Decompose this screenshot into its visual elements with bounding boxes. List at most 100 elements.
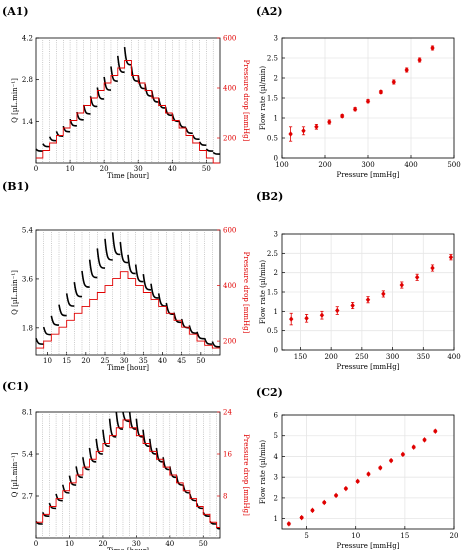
y-axis-label: Q [µL.min⁻¹] — [11, 78, 19, 123]
pressure-staircase — [36, 271, 220, 349]
data-point — [378, 89, 384, 95]
y-axis-label: Q [µL.min⁻¹] — [11, 270, 19, 315]
y-tick-label: 1 — [274, 308, 278, 316]
flow-trace-segment — [55, 493, 63, 502]
flow-trace-segment — [211, 341, 221, 348]
y-tick-label: 5.4 — [22, 227, 34, 235]
x-tick-label: 200 — [324, 353, 337, 361]
flow-trace-segment — [103, 76, 111, 91]
data-point — [400, 451, 406, 458]
y-tick-label: 8.1 — [22, 409, 33, 417]
flow-trace-segment — [35, 148, 43, 152]
data-point — [388, 457, 394, 464]
flow-trace-segment — [198, 141, 207, 146]
data-point — [381, 291, 386, 297]
y-tick-label: 0.5 — [267, 135, 278, 143]
x-axis-label: Time [hour] — [107, 547, 149, 550]
flow-trace-segment — [196, 331, 205, 340]
data-point — [365, 296, 371, 303]
flow-trace-segment — [127, 254, 136, 275]
flow-trace-segment — [111, 232, 121, 256]
y-tick-label: 4 — [274, 453, 279, 461]
x-tick-label: 10 — [66, 165, 75, 173]
x-tick-label: 30 — [134, 165, 143, 173]
flow-trace-segment — [48, 502, 57, 510]
flow-trace-segment — [164, 106, 173, 117]
flow-trace-segment — [189, 493, 197, 502]
data-point — [319, 312, 325, 319]
flow-trace-segment — [178, 120, 186, 129]
x-axis-label: Time [hour] — [107, 364, 149, 372]
flow-trace-segment — [88, 259, 98, 279]
x-tick-label: 50 — [196, 357, 205, 365]
y-tick-label: 6 — [274, 412, 279, 420]
flow-trace-segment — [142, 274, 152, 291]
y-tick-label: 1.5 — [267, 289, 278, 297]
data-point — [304, 315, 309, 322]
y-tick-label: 2 — [274, 494, 278, 502]
x-tick-label: 150 — [294, 353, 307, 361]
panel-label: (C2) — [256, 386, 283, 399]
y-tick-label: 3 — [274, 35, 278, 43]
x-tick-label: 15 — [400, 532, 409, 540]
y-tick-label: 3.6 — [22, 275, 34, 283]
x-tick-label: 25 — [101, 357, 110, 365]
y2-tick-label: 600 — [223, 227, 236, 235]
plot-frame — [35, 37, 221, 164]
x-axis-label: Time [hour] — [107, 172, 149, 180]
data-point — [391, 79, 396, 85]
y2-tick-label: 8 — [223, 493, 227, 501]
y-axis-label: Q [µL.min⁻¹] — [11, 452, 19, 497]
flow-trace-segment — [88, 447, 97, 463]
flow-trace-segment — [134, 264, 144, 283]
flow-trace-segment — [58, 304, 67, 317]
y-tick-label: 0 — [274, 347, 278, 355]
flow-trace-segment — [35, 338, 44, 345]
flow-trace-segment — [75, 466, 83, 479]
flow-trace-segment — [81, 270, 90, 288]
data-point — [322, 499, 327, 506]
panel-label: (A2) — [256, 5, 283, 18]
flow-trace-segment — [96, 248, 106, 269]
y2-tick-label: 24 — [223, 409, 232, 417]
flow-trace-segment — [203, 338, 213, 345]
plot-frame — [35, 411, 221, 539]
pressure-staircase — [36, 60, 220, 164]
y2-tick-label: 400 — [223, 282, 236, 290]
flow-trace-segment — [96, 87, 105, 100]
y2-tick-label: 200 — [223, 338, 236, 346]
flow-trace-segment — [48, 136, 57, 142]
flow-trace-segment — [175, 475, 184, 486]
data-point — [433, 428, 438, 435]
flow-trace-segment — [41, 511, 50, 518]
x-tick-label: 0 — [34, 165, 38, 173]
x-tick-label: 40 — [165, 540, 174, 548]
data-point — [289, 316, 294, 322]
y-tick-label: 3 — [274, 231, 278, 239]
x-tick-label: 50 — [202, 165, 211, 173]
x-tick-label: 250 — [355, 353, 368, 361]
plot-frame — [35, 229, 221, 356]
flow-trace-segment — [65, 293, 75, 307]
flow-trace-segment — [191, 134, 200, 140]
x-tick-label: 100 — [275, 161, 288, 169]
pressure-staircase — [36, 419, 220, 528]
y-tick-label: 1 — [274, 515, 278, 523]
y-tick-label: 3 — [274, 474, 278, 482]
y2-axis-label: Pressure drop [mmHg] — [242, 252, 250, 334]
data-point — [417, 57, 422, 63]
y-tick-label: 0 — [274, 155, 278, 163]
flow-trace-segment — [180, 318, 190, 329]
x-tick-label: 5 — [304, 532, 308, 540]
y2-tick-label: 16 — [223, 451, 232, 459]
y-tick-label: 2 — [274, 75, 278, 83]
x-tick-label: 0 — [34, 540, 38, 548]
y2-axis-label: Pressure drop [mmHg] — [242, 434, 250, 516]
y-tick-label: 2.5 — [267, 250, 278, 258]
y-tick-label: 4.2 — [22, 35, 33, 43]
flow-trace-segment — [115, 411, 123, 430]
data-point — [404, 67, 409, 73]
x-tick-label: 45 — [177, 357, 186, 365]
flow-trace-segment — [123, 47, 132, 66]
